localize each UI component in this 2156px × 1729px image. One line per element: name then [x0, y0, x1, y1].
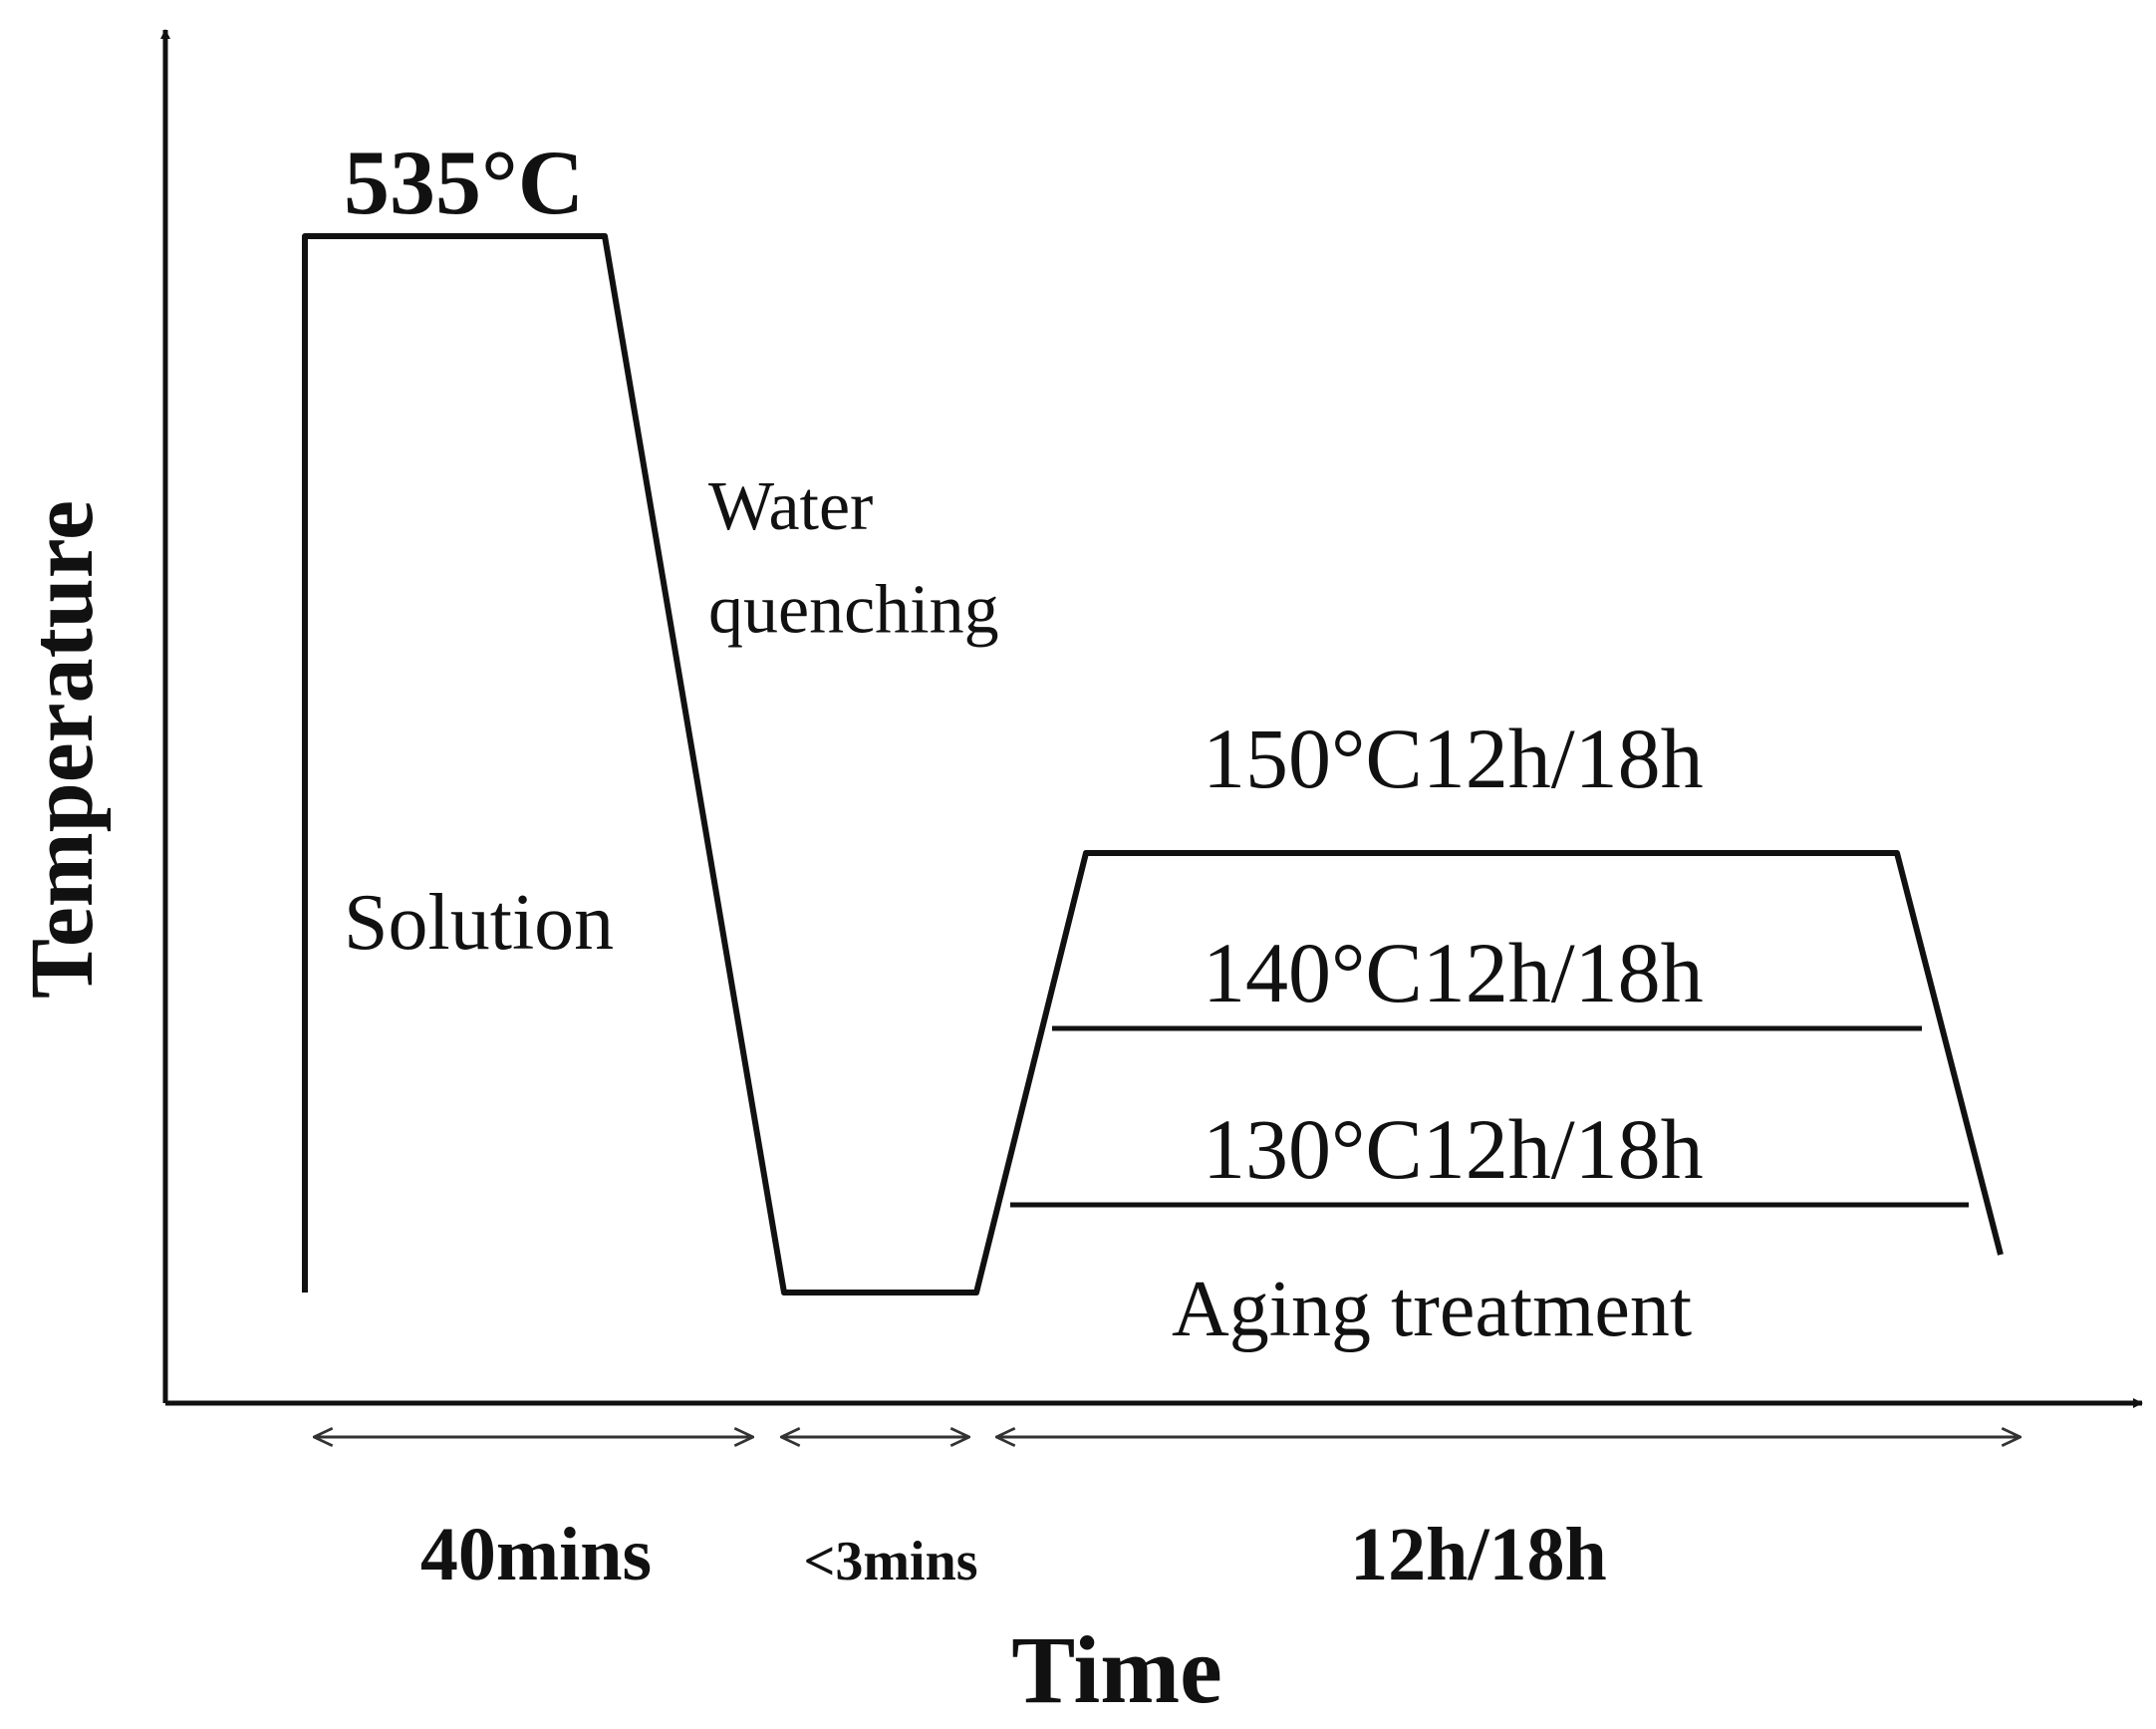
- duration-label: 12h/18h: [1350, 1513, 1607, 1596]
- temperature-profile: [302, 233, 2004, 1296]
- aging-condition: 130°C12h/18h: [1203, 1101, 1704, 1197]
- aging-condition: 140°C12h/18h: [1203, 925, 1704, 1020]
- stage-label: Water quenching: [708, 468, 999, 649]
- stage-label: Aging treatment: [1172, 1266, 1692, 1353]
- solution-temperature: 535°C: [344, 132, 584, 233]
- duration-label: 40mins: [420, 1513, 652, 1596]
- y-axis-label: Temperature: [13, 500, 112, 999]
- duration-label: <3mins: [803, 1531, 977, 1592]
- aging-condition: 150°C12h/18h: [1203, 711, 1704, 806]
- x-axis-label: Time: [1011, 1616, 1222, 1723]
- stage-label: Solution: [344, 879, 614, 967]
